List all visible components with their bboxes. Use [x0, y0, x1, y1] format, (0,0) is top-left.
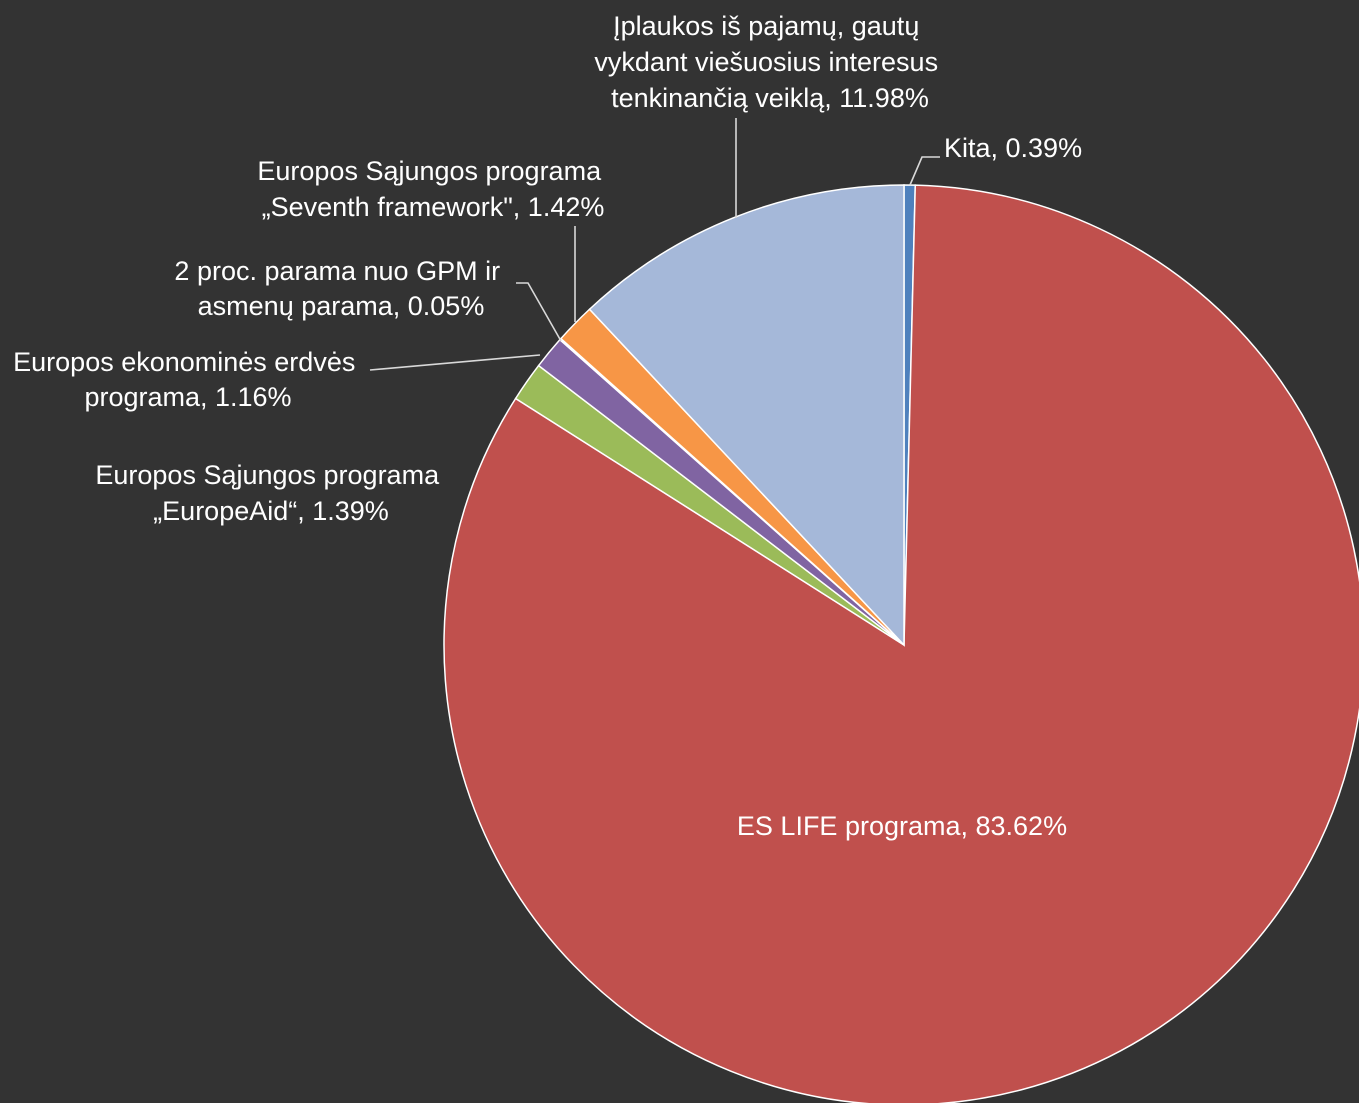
leader-line-gpm	[516, 282, 562, 342]
leader-lines	[369, 118, 940, 371]
pie-slices	[443, 184, 1359, 1103]
data-labels: Kita, 0.39% ES LIFE programa, 83.62% Eur…	[13, 11, 1082, 841]
leader-line-eee	[369, 354, 541, 371]
data-label-europeaid: Europos Sąjungos programa „EuropeAid“, 1…	[95, 460, 446, 526]
leader-line-kita	[909, 156, 940, 186]
pie-slice-6	[588, 184, 905, 647]
data-label-gpm: 2 proc. parama nuo GPM ir asmenų parama,…	[174, 256, 507, 321]
data-label-es-life: ES LIFE programa, 83.62%	[737, 811, 1067, 841]
data-label-kita: Kita, 0.39%	[944, 133, 1082, 163]
data-label-seventh: Europos Sąjungos programa „Seventh frame…	[257, 156, 608, 222]
data-label-iplaukos: Įplaukos iš pajamų, gautų vykdant viešuo…	[594, 11, 945, 113]
data-label-eee: Europos ekonominės erdvės programa, 1.16…	[13, 347, 363, 412]
